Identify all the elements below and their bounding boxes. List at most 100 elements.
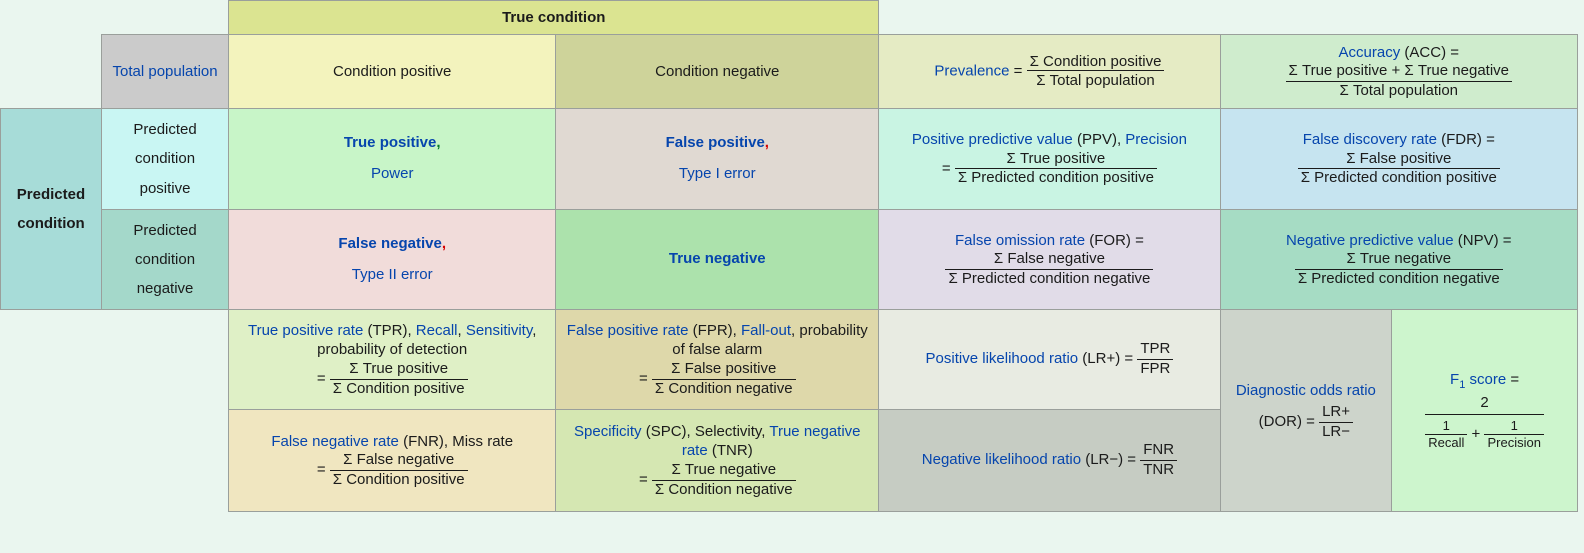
true-negative-link[interactable]: True negative [668, 250, 766, 268]
npv-fraction: Σ True negative Σ Predicted condition neg… [1294, 250, 1503, 289]
lr-minus-numerator: FNR [1140, 441, 1178, 461]
prevalence-link[interactable]: Prevalence [934, 62, 1010, 80]
false-positive-comma: , [764, 134, 769, 152]
true-condition-header: True condition [228, 0, 880, 35]
lr-plus-rest: (LR+) = [1078, 350, 1138, 368]
npv-numerator: Σ True negative [1294, 250, 1503, 270]
sensitivity-link[interactable]: Sensitivity [465, 321, 533, 339]
ppv-mid: (PPV), [1072, 131, 1126, 148]
lr-minus-link[interactable]: Negative likelihood ratio [921, 451, 1082, 469]
condition-negative-cell: Condition negative [555, 34, 880, 109]
f1-score-link[interactable]: F1 score [1450, 370, 1507, 391]
ppv-link[interactable]: Positive predictive value [911, 131, 1073, 148]
fpr-fraction: Σ False positive Σ Condition negative [651, 360, 796, 399]
fdr-fraction: Σ False positive Σ Predicted condition po… [1297, 150, 1500, 189]
fnr-eq: = [316, 461, 330, 479]
predicted-condition-header: Predicted condition [0, 108, 102, 310]
type-two-error-link[interactable]: Type II error [351, 265, 433, 283]
tpr-numerator: Σ True positive [329, 360, 468, 380]
fdr-denominator: Σ Predicted condition positive [1300, 169, 1497, 187]
tpr-fraction: Σ True positive Σ Condition positive [329, 360, 468, 399]
lr-minus-denominator: TNR [1143, 461, 1175, 478]
fnr-link[interactable]: False negative rate [271, 432, 399, 450]
npv-cell: Negative predictive value (NPV) = Σ True… [1219, 209, 1579, 310]
f1-big-fraction: 2 1 Recall + 1 Precision [1425, 394, 1544, 452]
fdr-cell: False discovery rate (FDR) = Σ False pos… [1219, 108, 1579, 210]
fpr-numerator: Σ False positive [651, 360, 796, 380]
condition-positive-label: Condition positive [333, 62, 452, 80]
false-negative-link[interactable]: False negative [338, 234, 442, 252]
prevalence-numerator: Σ Condition positive [1026, 52, 1165, 71]
tpr-link[interactable]: True positive rate [247, 321, 364, 339]
ppv-cell: Positive predictive value (PPV), Precisi… [878, 108, 1221, 210]
fpr-eq: = [638, 369, 652, 387]
predicted-condition-positive-cell: Predicted condition positive [100, 108, 230, 210]
fdr-link[interactable]: False discovery rate [1302, 131, 1437, 148]
lr-minus-rest: (LR−) = [1081, 451, 1141, 469]
corner-spacer [1, 1, 229, 35]
dor-link[interactable]: Diagnostic odds ratio [1235, 382, 1376, 400]
f1-numerator: 2 [1425, 394, 1544, 415]
for-fraction: Σ False negative Σ Predicted condition ne… [945, 250, 1154, 289]
precision-link[interactable]: Precision [1125, 131, 1187, 148]
fpr-denominator: Σ Condition negative [654, 379, 793, 397]
lr-plus-denominator: FPR [1140, 360, 1171, 377]
tpr-cell: True positive rate (TPR), Recall, Sensit… [228, 309, 557, 410]
accuracy-link[interactable]: Accuracy [1338, 43, 1401, 61]
fpr-mid2: , probability of false alarm [672, 321, 868, 359]
total-population-cell: Total population [100, 34, 230, 109]
fdr-numerator: Σ False positive [1297, 150, 1500, 170]
ppv-fraction: Σ True positive Σ Predicted condition pos… [954, 150, 1157, 189]
for-cell: False omission rate (FOR) = Σ False nega… [878, 209, 1221, 310]
false-positive-link[interactable]: False positive [665, 134, 765, 152]
tpr-denominator: Σ Condition positive [332, 379, 465, 397]
dor-denominator: LR− [1322, 423, 1351, 440]
true-negative-cell: True negative [555, 209, 880, 310]
fdr-rest: (FDR) = [1436, 131, 1495, 148]
fpr-mid1: (FPR), [688, 321, 742, 339]
tnr-link[interactable]: True negative rate [681, 422, 861, 460]
tpr-mid1: (TPR), [363, 321, 416, 339]
fpr-link[interactable]: False positive rate [566, 321, 689, 339]
true-condition-label: True condition [502, 8, 606, 26]
predicted-condition-positive-label: Predicted condition positive [133, 121, 197, 197]
predicted-condition-label: Predicted condition [16, 185, 86, 232]
prevalence-cell: Prevalence = Σ Condition positive Σ Total… [878, 34, 1221, 109]
dor-numerator: LR+ [1319, 403, 1354, 423]
ppv-denominator: Σ Predicted condition positive [957, 169, 1154, 187]
prevalence-fraction: Σ Condition positive Σ Total population [1026, 52, 1165, 91]
recall-reciprocal: 1 Recall [1425, 418, 1468, 452]
for-link[interactable]: False omission rate [955, 231, 1086, 249]
f1-subscript: 1 [1459, 378, 1466, 391]
lr-plus-numerator: TPR [1137, 340, 1174, 360]
f1-denominator: 1 Recall + 1 Precision [1425, 415, 1544, 452]
npv-denominator: Σ Predicted condition negative [1297, 269, 1500, 287]
condition-positive-cell: Condition positive [228, 34, 557, 109]
spc-numerator: Σ True negative [651, 461, 796, 481]
fpr-cell: False positive rate (FPR), Fall-out, pro… [555, 309, 880, 410]
spc-denominator: Σ Condition negative [654, 480, 793, 498]
false-positive-cell: False positive, Type I error [555, 108, 880, 210]
lr-plus-link[interactable]: Positive likelihood ratio [925, 350, 1079, 368]
confusion-matrix-table: True condition Total population Conditio… [0, 0, 1579, 512]
f1-score-cell: F1 score = 2 1 Recall + 1 Precision [1391, 309, 1578, 512]
accuracy-rest: (ACC) = [1400, 43, 1459, 61]
spc-mid2: (TNR) [707, 442, 753, 460]
false-negative-cell: False negative, Type II error [228, 209, 557, 310]
tpr-eq: = [316, 369, 330, 387]
type-one-error-link[interactable]: Type I error [678, 165, 756, 182]
prevalence-eq: = [1009, 62, 1027, 80]
false-negative-comma: , [441, 234, 446, 252]
ppv-eq: = [941, 159, 955, 177]
specificity-link[interactable]: Specificity [574, 422, 642, 440]
total-population-link[interactable]: Total population [112, 62, 218, 80]
true-positive-link[interactable]: True positive [343, 134, 437, 152]
power-link[interactable]: Power [370, 165, 414, 182]
npv-link[interactable]: Negative predictive value [1286, 231, 1454, 249]
top-right-spacer [879, 1, 1578, 35]
tpr-mid3: , probability of detection [317, 321, 537, 359]
npv-rest: (NPV) = [1453, 231, 1512, 249]
recall-link[interactable]: Recall [415, 321, 458, 339]
for-rest: (FOR) = [1085, 231, 1144, 249]
fallout-link[interactable]: Fall-out [741, 321, 792, 339]
